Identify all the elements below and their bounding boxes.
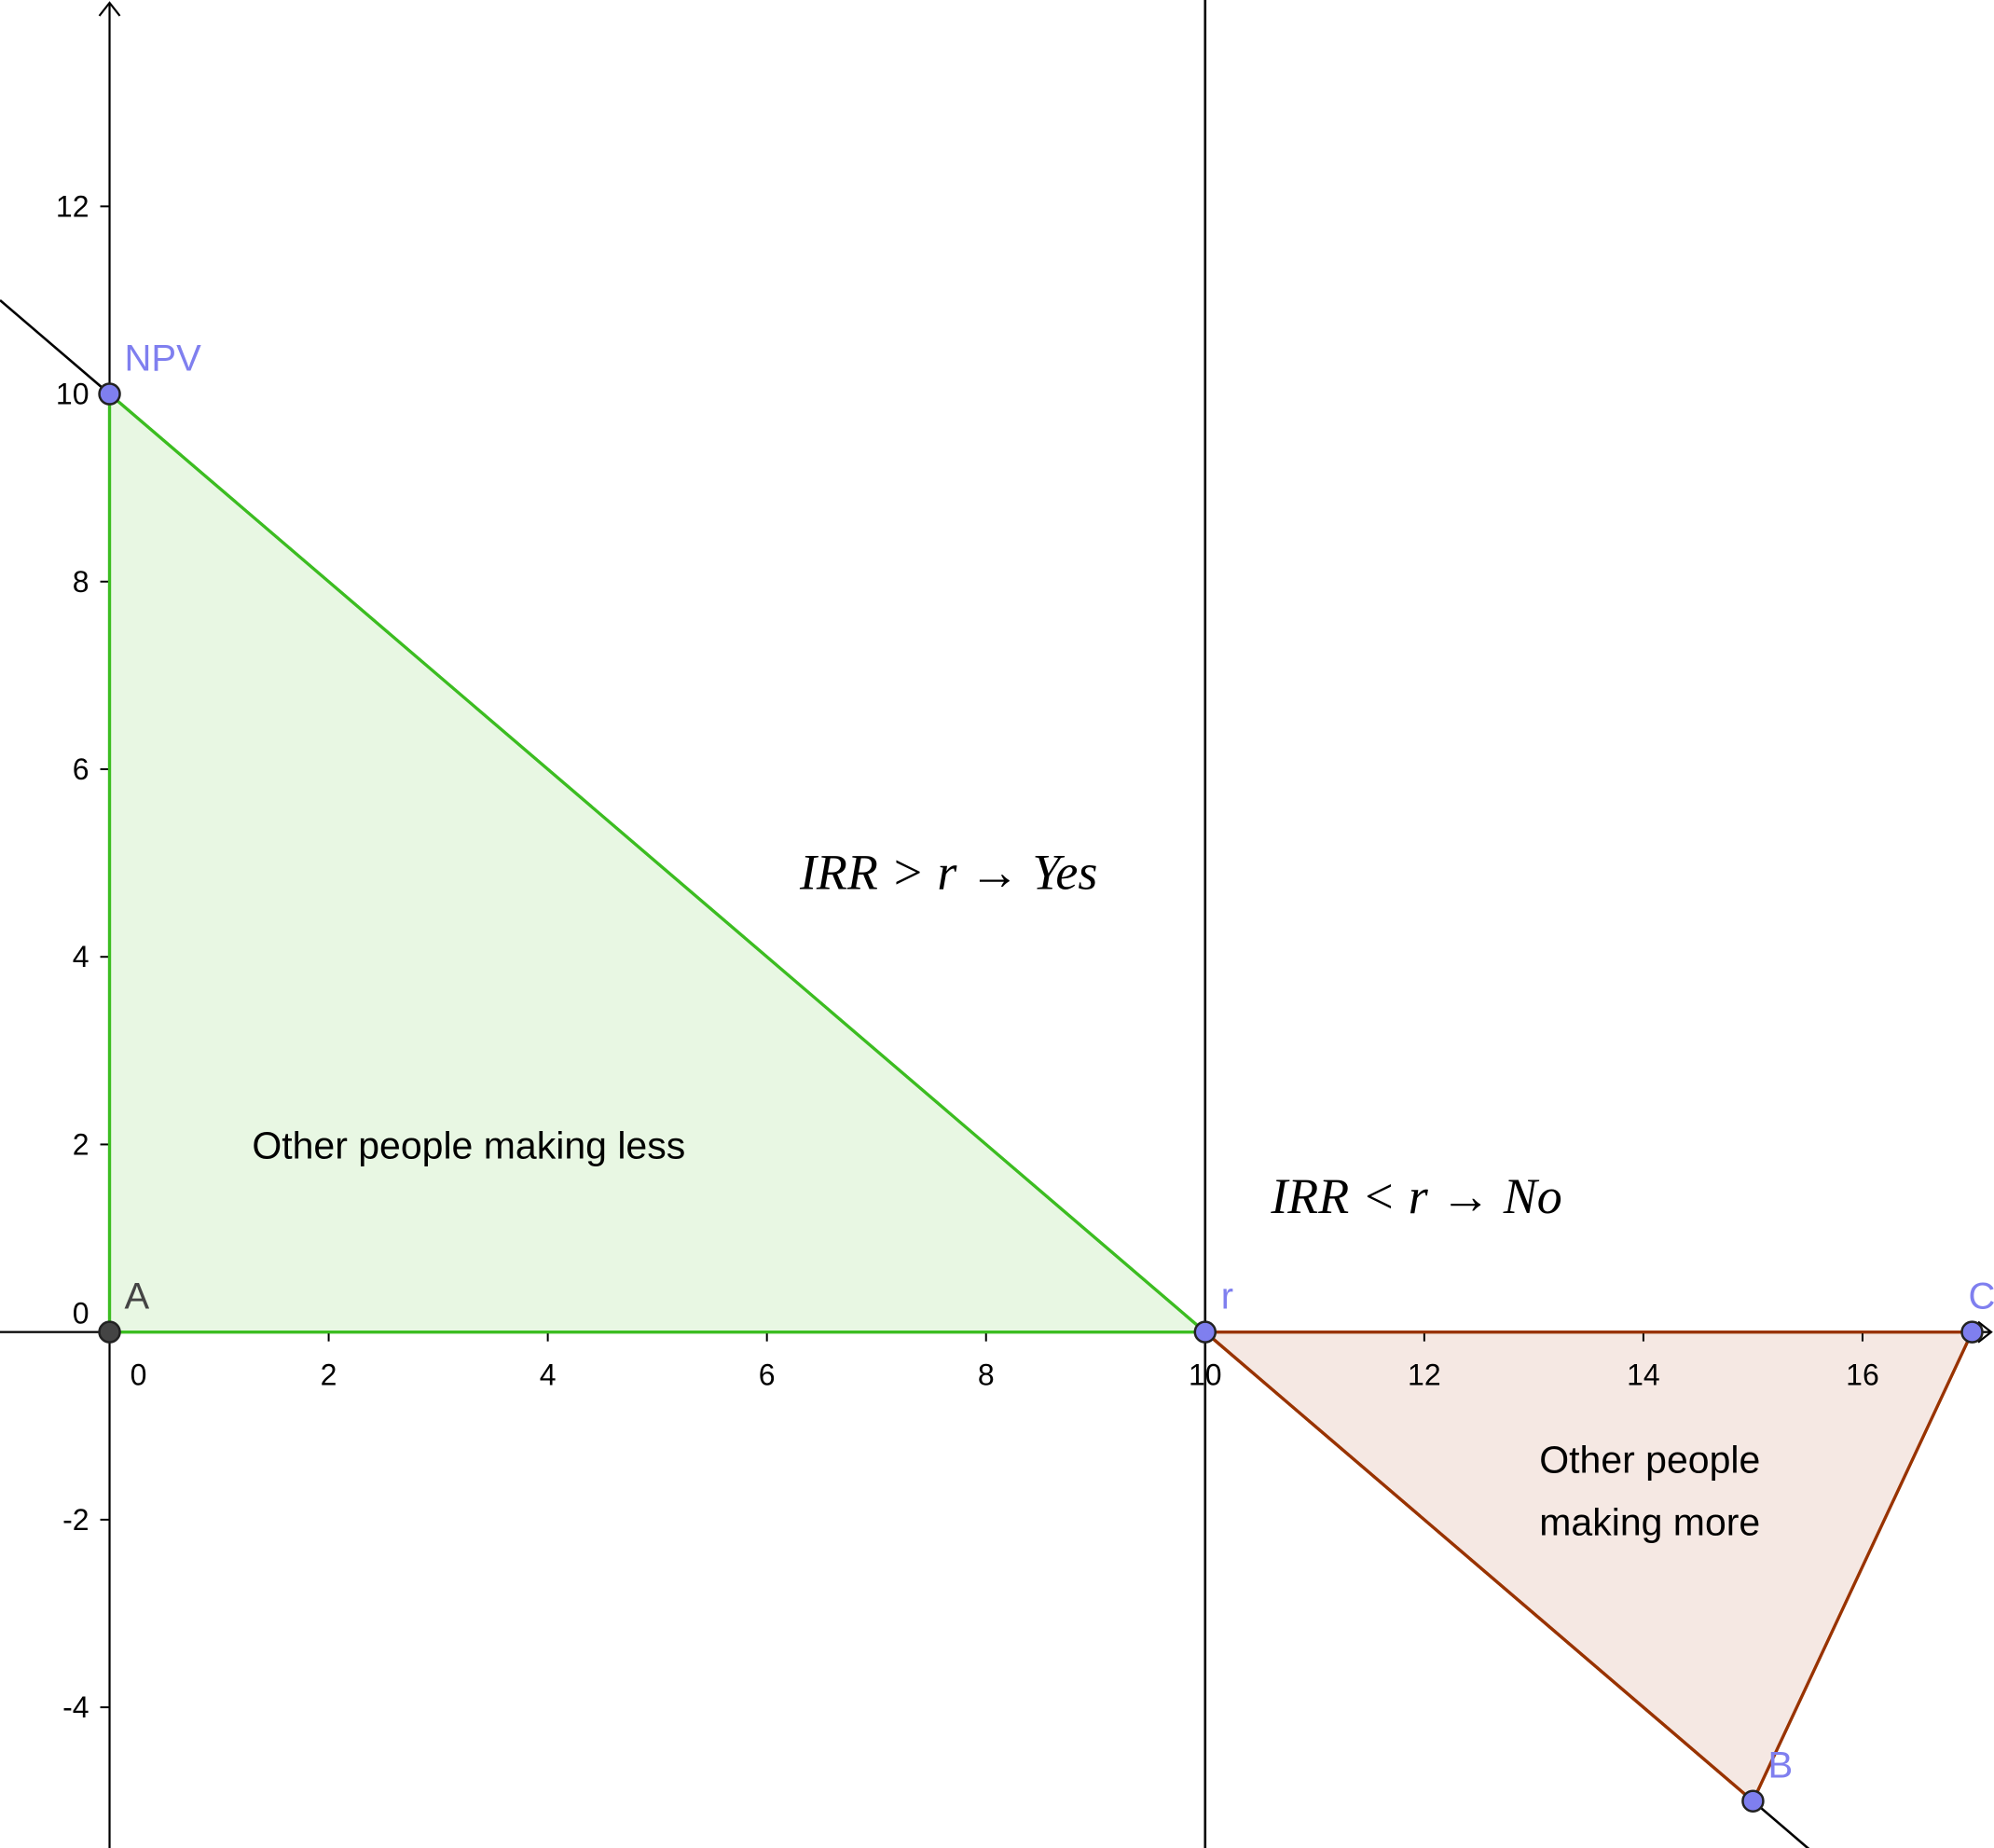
math-annotation-1: IRR > r → Yes	[799, 845, 1097, 901]
point-b	[1741, 1789, 1765, 1813]
point-c	[1960, 1320, 1984, 1344]
y-tick-label-8: 8	[73, 565, 89, 599]
point-label-c: C	[1968, 1276, 1994, 1317]
point-npv	[98, 382, 121, 406]
point-label-b: B	[1767, 1745, 1793, 1786]
point-label-a: A	[125, 1276, 150, 1317]
point-label-npv: NPV	[125, 338, 202, 379]
point-r	[1193, 1320, 1217, 1344]
annotations-layer: Other people making less Other people maki…	[252, 845, 1760, 1544]
x-tick-label-12: 12	[1408, 1358, 1441, 1392]
regions-layer	[107, 393, 1974, 1803]
points-layer: A NPV r B C	[98, 338, 1994, 1813]
y-tick-label-4: 4	[73, 940, 89, 973]
math-annotation-2: IRR < r → No	[1270, 1168, 1561, 1224]
y-tick-label-10: 10	[56, 378, 89, 411]
y-tick-label-12: 12	[56, 189, 89, 223]
region-label-1-line-1: Other people making less	[252, 1124, 685, 1166]
x-axis-arrow-icon	[1977, 1320, 1993, 1344]
x-tick-label-4: 4	[540, 1358, 557, 1392]
y-tick-label--2: -2	[62, 1503, 89, 1537]
region-polygon-2	[1203, 1330, 1974, 1803]
region-outline-1	[107, 393, 1207, 1334]
x-tick-label-0: 0	[131, 1358, 147, 1392]
y-tick-label-0: 0	[73, 1297, 89, 1331]
y-tick-label-6: 6	[73, 752, 89, 786]
y-axis-arrow-icon	[98, 1, 121, 17]
x-tick-label-2: 2	[321, 1358, 337, 1392]
region-label-2-line-1: Other people	[1539, 1438, 1760, 1481]
y-tick-label-2: 2	[73, 1127, 89, 1161]
point-a	[98, 1320, 121, 1344]
region-label-2-line-2: making more	[1539, 1500, 1760, 1543]
point-label-r: r	[1221, 1276, 1233, 1317]
npv-line-red-segment	[1203, 1331, 1754, 1802]
x-tick-label-6: 6	[759, 1358, 776, 1392]
y-tick-label--4: -4	[62, 1690, 89, 1724]
x-tick-label-8: 8	[978, 1358, 995, 1392]
x-tick-label-14: 14	[1627, 1358, 1660, 1392]
x-tick-label-16: 16	[1846, 1358, 1879, 1392]
